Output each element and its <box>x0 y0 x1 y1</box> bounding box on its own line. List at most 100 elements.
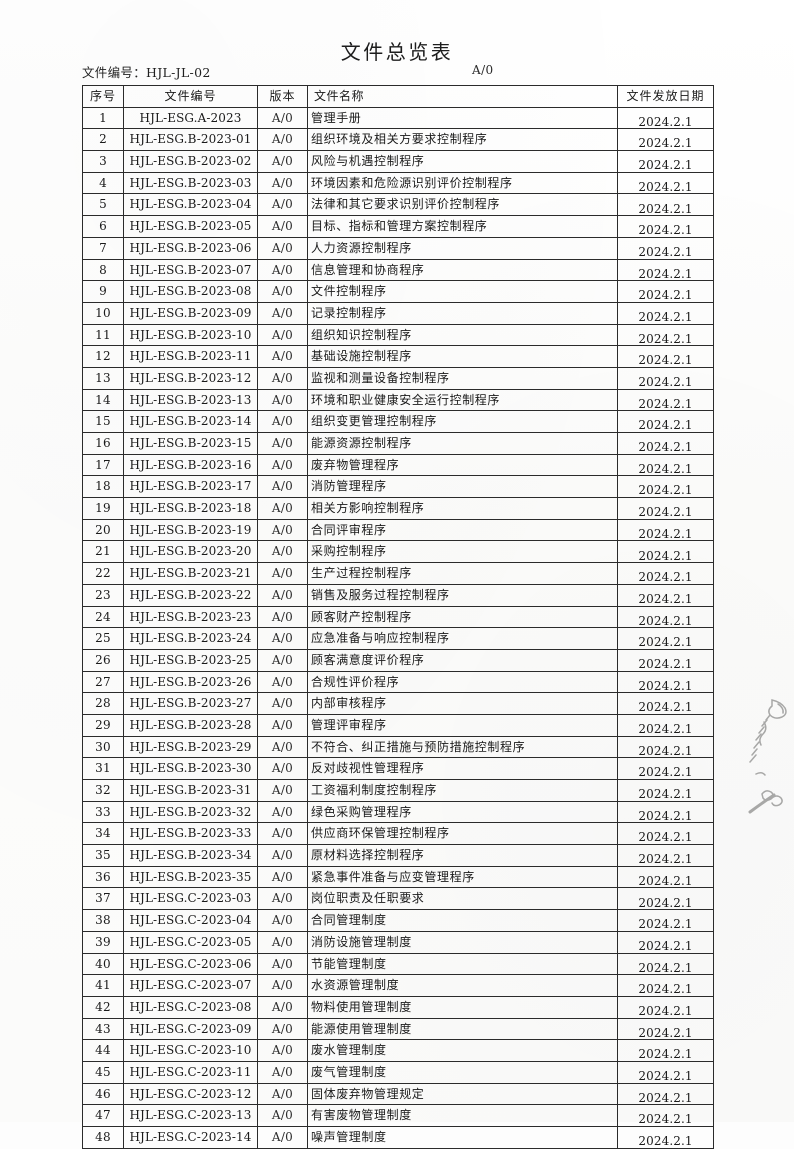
cell-seq: 48 <box>82 1126 124 1149</box>
cell-seq: 22 <box>82 562 124 585</box>
cell-version: A/0 <box>257 497 308 520</box>
cell-seq: 26 <box>82 648 124 672</box>
cell-date: 2024.2.1 <box>617 215 714 238</box>
cell-seq: 47 <box>82 1104 124 1127</box>
cell-version: A/0 <box>257 323 308 347</box>
table-row: 37 HJL-ESG.C-2023-03 A/0 岗位职责及任职要求 2024.2.1 <box>82 887 714 911</box>
table-row: 38 HJL-ESG.C-2023-04 A/0 合同管理制度 2024.2.1 <box>82 909 714 932</box>
table-row: 34 HJL-ESG.B-2023-33 A/0 供应商环保管理控制程序 2024.2.… <box>82 822 714 846</box>
cell-code: HJL-ESG.B-2023-08 <box>123 280 258 303</box>
cell-seq: 4 <box>82 171 124 195</box>
cell-seq: 28 <box>82 692 124 715</box>
cell-code: HJL-ESG.B-2023-35 <box>123 865 258 889</box>
cell-code: HJL-ESG.C-2023-12 <box>123 1082 258 1106</box>
table-row: 25 HJL-ESG.B-2023-24 A/0 应急准备与响应控制程序 2024.2.… <box>82 627 714 650</box>
cell-code: HJL-ESG.C-2023-14 <box>123 1126 258 1149</box>
cell-version: A/0 <box>257 713 308 737</box>
cell-seq: 33 <box>82 800 124 824</box>
cell-name: 生产过程控制程序 <box>307 562 618 585</box>
cell-seq: 35 <box>82 844 124 867</box>
cell-seq: 7 <box>82 236 124 260</box>
document-page: 文件总览表 文件编号：HJL-JL-02 A/0 序号 文件编号 版本 文件名称… <box>82 40 787 1149</box>
table-row: 35 HJL-ESG.B-2023-34 A/0 原材料选择控制程序 2024.2.1 <box>82 844 714 867</box>
cell-date: 2024.2.1 <box>617 909 714 932</box>
cell-version: A/0 <box>257 1017 308 1041</box>
cell-version: A/0 <box>257 150 308 173</box>
cell-date: 2024.2.1 <box>617 583 714 607</box>
table-row: 28 HJL-ESG.B-2023-27 A/0 内部审核程序 2024.2.1 <box>82 692 714 715</box>
cell-date: 2024.2.1 <box>617 735 714 759</box>
cell-version: A/0 <box>257 193 308 217</box>
cell-name: 管理评审程序 <box>307 713 618 737</box>
cell-name: 消防设施管理制度 <box>307 930 618 954</box>
cell-name: 废水管理制度 <box>307 1039 618 1062</box>
table-row: 13 HJL-ESG.B-2023-12 A/0 监视和测量设备控制程序 2024.2.… <box>82 366 714 390</box>
table-row: 44 HJL-ESG.C-2023-10 A/0 废水管理制度 2024.2.1 <box>82 1039 714 1062</box>
cell-date: 2024.2.1 <box>617 280 714 303</box>
cell-seq: 15 <box>82 410 124 433</box>
cell-version: A/0 <box>257 627 308 650</box>
cell-date: 2024.2.1 <box>617 779 714 802</box>
cell-code: HJL-ESG.B-2023-07 <box>123 258 258 282</box>
cell-name: 风险与机遇控制程序 <box>307 150 618 173</box>
table-row: 2 HJL-ESG.B-2023-01 A/0 组织环境及相关方要求控制程序 2024.… <box>82 128 714 152</box>
cell-seq: 18 <box>82 475 124 499</box>
cell-date: 2024.2.1 <box>617 670 714 694</box>
document-table-container: 序号 文件编号 版本 文件名称 文件发放日期 1 HJL-ESG.A-2023 A/… <box>82 85 714 1149</box>
cell-seq: 38 <box>82 909 124 932</box>
cell-seq: 41 <box>82 974 124 997</box>
cell-seq: 8 <box>82 258 124 282</box>
cell-seq: 21 <box>82 540 124 564</box>
cell-seq: 24 <box>82 605 124 629</box>
cell-date: 2024.2.1 <box>617 562 714 585</box>
cell-code: HJL-ESG.B-2023-20 <box>123 540 258 564</box>
cell-date: 2024.2.1 <box>617 1126 714 1149</box>
column-header-name: 文件名称 <box>307 85 618 108</box>
cell-seq: 6 <box>82 215 124 238</box>
cell-date: 2024.2.1 <box>617 236 714 260</box>
cell-date: 2024.2.1 <box>617 128 714 152</box>
cell-seq: 44 <box>82 1039 124 1062</box>
table-row: 45 HJL-ESG.C-2023-11 A/0 废气管理制度 2024.2.1 <box>82 1060 714 1084</box>
cell-version: A/0 <box>257 171 308 195</box>
cell-code: HJL-ESG.B-2023-09 <box>123 301 258 325</box>
cell-name: 绿色采购管理程序 <box>307 800 618 824</box>
cell-name: 紧急事件准备与应变管理程序 <box>307 865 618 889</box>
cell-date: 2024.2.1 <box>617 627 714 650</box>
cell-code: HJL-ESG.B-2023-31 <box>123 779 258 802</box>
cell-date: 2024.2.1 <box>617 301 714 325</box>
cell-version: A/0 <box>257 800 308 824</box>
table-row: 9 HJL-ESG.B-2023-08 A/0 文件控制程序 2024.2.1 <box>82 280 714 303</box>
cell-version: A/0 <box>257 366 308 390</box>
cell-name: 应急准备与响应控制程序 <box>307 627 618 650</box>
cell-code: HJL-ESG.B-2023-27 <box>123 692 258 715</box>
cell-seq: 42 <box>82 995 124 1019</box>
cell-date: 2024.2.1 <box>617 345 714 368</box>
cell-name: 目标、指标和管理方案控制程序 <box>307 215 618 238</box>
cell-date: 2024.2.1 <box>617 1060 714 1084</box>
cell-name: 合规性评价程序 <box>307 670 618 694</box>
column-header-version: 版本 <box>257 85 308 108</box>
cell-code: HJL-ESG.B-2023-16 <box>123 453 258 477</box>
cell-version: A/0 <box>257 432 308 455</box>
cell-name: 组织环境及相关方要求控制程序 <box>307 128 618 152</box>
cell-date: 2024.2.1 <box>617 757 714 780</box>
cell-seq: 34 <box>82 822 124 846</box>
cell-date: 2024.2.1 <box>617 1104 714 1127</box>
cell-code: HJL-ESG.B-2023-22 <box>123 583 258 607</box>
cell-seq: 12 <box>82 345 124 368</box>
cell-seq: 31 <box>82 757 124 780</box>
cell-code: HJL-ESG.C-2023-09 <box>123 1017 258 1041</box>
table-row: 1 HJL-ESG.A-2023 A/0 管理手册 2024.2.1 <box>82 106 714 130</box>
table-row: 39 HJL-ESG.C-2023-05 A/0 消防设施管理制度 2024.2.1 <box>82 930 714 954</box>
cell-name: 噪声管理制度 <box>307 1126 618 1149</box>
table-row: 26 HJL-ESG.B-2023-25 A/0 顾客满意度评价程序 2024.2.1 <box>82 648 714 672</box>
cell-name: 记录控制程序 <box>307 301 618 325</box>
cell-date: 2024.2.1 <box>617 540 714 564</box>
cell-version: A/0 <box>257 887 308 911</box>
cell-code: HJL-ESG.B-2023-29 <box>123 735 258 759</box>
cell-version: A/0 <box>257 995 308 1019</box>
cell-version: A/0 <box>257 1104 308 1127</box>
cell-seq: 29 <box>82 713 124 737</box>
cell-seq: 11 <box>82 323 124 347</box>
